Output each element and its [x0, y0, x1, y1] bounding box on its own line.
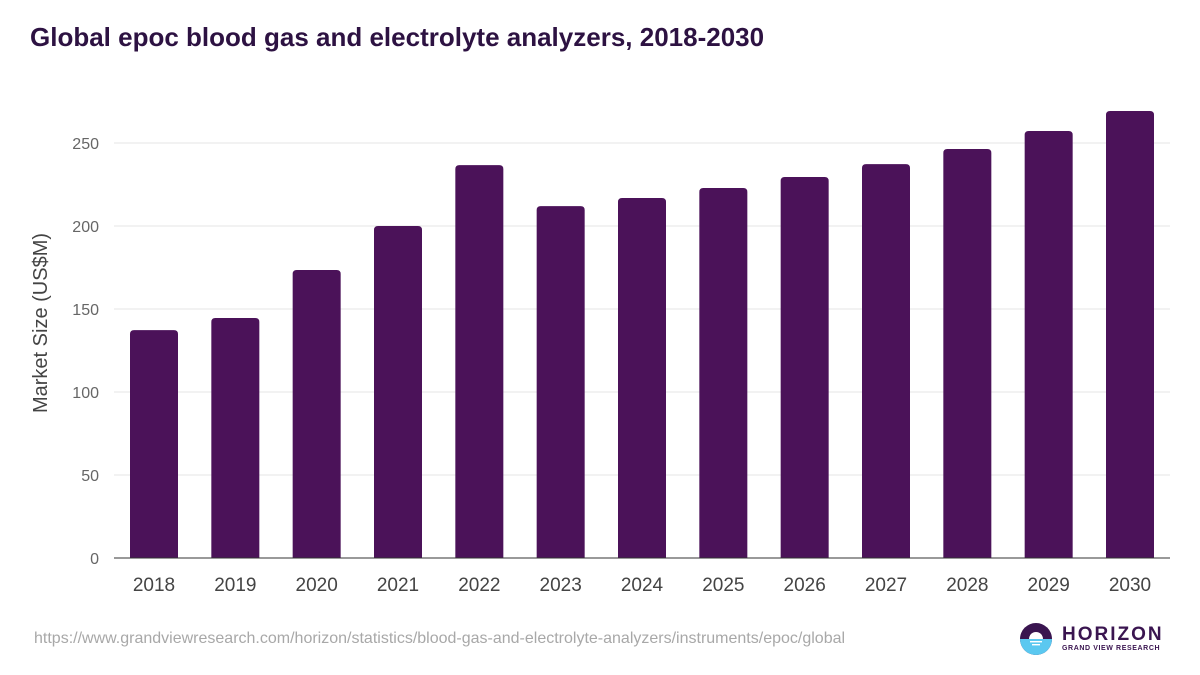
logo-wordmark: HORIZON	[1062, 624, 1164, 645]
bar-2020[interactable]	[292, 269, 341, 558]
x-tick-label: 2027	[865, 575, 907, 596]
source-url[interactable]: https://www.grandviewresearch.com/horizo…	[34, 630, 846, 647]
bar-2029[interactable]	[1024, 131, 1073, 558]
x-tick-label: 2018	[133, 575, 175, 596]
bar-2027[interactable]	[862, 164, 910, 558]
x-tick-label: 2030	[1109, 575, 1151, 596]
bar-2023[interactable]	[536, 206, 585, 558]
horizon-logo-icon	[1020, 623, 1052, 655]
logo-subtitle: GRAND VIEW RESEARCH	[1062, 645, 1161, 652]
x-tick-label: 2029	[1028, 575, 1070, 596]
y-tick-label: 250	[72, 136, 99, 153]
y-tick-label: 100	[72, 385, 99, 402]
chart-title: Global epoc blood gas and electrolyte an…	[30, 22, 765, 52]
x-tick-label: 2026	[784, 575, 826, 596]
bar-2026[interactable]	[780, 177, 829, 558]
horizon-logo: HORIZON GRAND VIEW RESEARCH	[1019, 622, 1164, 656]
bars	[130, 110, 1154, 559]
x-tick-label: 2028	[946, 575, 988, 596]
bar-2025[interactable]	[699, 187, 748, 558]
y-axis-title: Market Size (US$M)	[30, 233, 52, 413]
bar-2018[interactable]	[130, 330, 178, 558]
bar-2030[interactable]	[1106, 110, 1154, 558]
y-tick-label: 150	[72, 302, 99, 319]
y-axis-ticks: 0 50 100 150 200 250	[72, 136, 99, 568]
bar-2028[interactable]	[943, 148, 992, 558]
x-tick-label: 2025	[702, 575, 744, 596]
bar-2024[interactable]	[618, 197, 666, 559]
x-tick-label: 2022	[458, 575, 500, 596]
x-tick-label: 2023	[540, 575, 582, 596]
y-tick-label: 200	[72, 219, 99, 236]
x-axis-ticks: 2018 2019 2020 2021 2022 2023 2024 2025 2026 2027…	[133, 575, 1151, 596]
bar-2022[interactable]	[455, 165, 504, 558]
x-tick-label: 2019	[214, 575, 256, 596]
x-tick-label: 2021	[377, 575, 419, 596]
y-tick-label: 0	[90, 551, 99, 568]
x-tick-label: 2024	[621, 575, 664, 596]
x-tick-label: 2020	[296, 575, 338, 596]
bar-2019[interactable]	[211, 317, 260, 558]
bar-2021[interactable]	[374, 226, 422, 558]
y-tick-label: 50	[81, 468, 99, 485]
